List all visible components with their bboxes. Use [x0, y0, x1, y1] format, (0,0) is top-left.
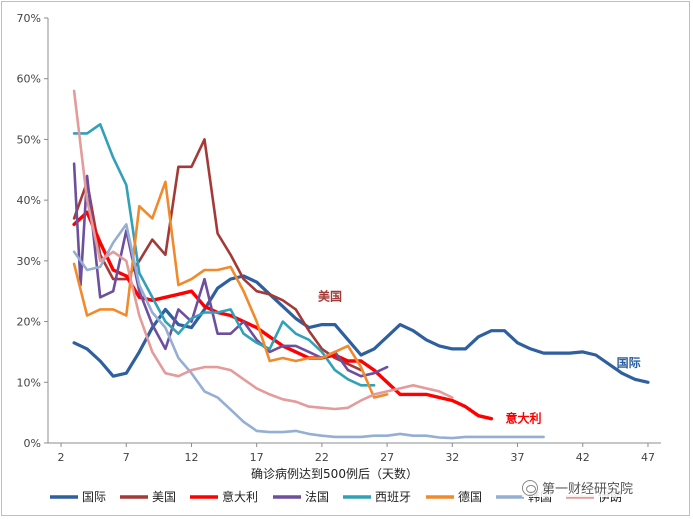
legend-label-1: 美国 — [152, 490, 176, 504]
y-tick-label: 10% — [17, 376, 41, 389]
series-label-0: 国际 — [617, 356, 641, 370]
series-line-4 — [72, 123, 376, 387]
series-label-2: 意大利 — [505, 411, 541, 426]
series-line-0 — [72, 274, 650, 384]
legend: 国际 美国 意大利 法国 西班牙 德国 韩国 伊朗 — [50, 489, 622, 504]
x-tick-label: 32 — [445, 451, 459, 464]
series-line-1 — [72, 138, 363, 372]
wechat-icon — [522, 479, 538, 496]
x-tick-label: 37 — [511, 451, 525, 464]
x-tick-label: 2 — [58, 451, 65, 464]
y-tick-label: 30% — [17, 255, 41, 268]
y-tick-label: 70% — [17, 12, 41, 25]
watermark: 第一财经研究院 — [522, 478, 634, 497]
y-tick-label: 40% — [17, 194, 41, 207]
series-line-5 — [72, 180, 389, 399]
x-tick-label: 17 — [250, 451, 264, 464]
legend-label-3: 法国 — [305, 490, 329, 504]
watermark-text: 第一财经研究院 — [542, 482, 634, 497]
plot-area: 0%10%20%30%40%50%60%70%2 7 12 17 22 27 32 37 42 4… — [17, 12, 661, 481]
x-tick-label: 47 — [641, 451, 655, 464]
legend-label-4: 西班牙 — [375, 490, 411, 504]
x-tick-label: 27 — [380, 451, 394, 464]
series-label-1: 美国 — [318, 288, 342, 303]
x-axis-title: 确诊病例达到500例后（天数） — [251, 466, 418, 481]
series-line-6 — [72, 223, 545, 440]
y-tick-label: 50% — [17, 133, 41, 146]
x-tick-label: 42 — [576, 451, 590, 464]
x-tick-label: 22 — [315, 451, 329, 464]
y-tick-label: 60% — [17, 73, 41, 86]
legend-label-5: 德国 — [458, 489, 482, 504]
y-tick-label: 0% — [24, 437, 41, 450]
series-line-3 — [72, 162, 389, 378]
legend-label-2: 意大利 — [222, 489, 258, 504]
x-tick-label: 12 — [184, 451, 198, 464]
series-line-7 — [72, 89, 454, 411]
x-tick-label: 7 — [123, 451, 130, 464]
y-tick-label: 20% — [17, 316, 41, 329]
legend-label-0: 国际 — [82, 490, 106, 504]
